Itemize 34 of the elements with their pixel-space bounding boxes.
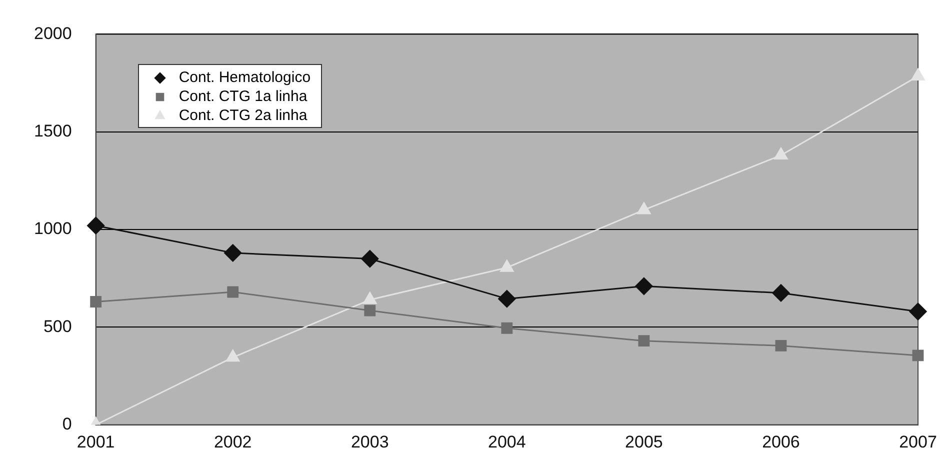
legend-label: Cont. Hematologico: [178, 68, 311, 88]
point: [500, 260, 514, 272]
x-tick-label: 2005: [625, 432, 663, 452]
point: [363, 292, 377, 304]
point: [635, 277, 653, 295]
y-tick-label: 500: [43, 316, 72, 336]
point: [909, 302, 927, 320]
point: [772, 284, 790, 302]
y-tick-label: 0: [62, 414, 72, 434]
point: [911, 68, 925, 80]
point: [90, 296, 102, 308]
y-tick-label: 2000: [34, 24, 72, 43]
x-tick-label: 2001: [76, 432, 115, 452]
point: [638, 335, 650, 347]
point: [224, 244, 242, 262]
y-tick-label: 1000: [34, 219, 72, 238]
point: [774, 148, 788, 160]
x-tick-label: 2004: [488, 432, 526, 452]
point: [87, 216, 105, 234]
legend-label: Cont. CTG 2a linha: [178, 106, 308, 126]
x-tick-label: 2002: [214, 432, 252, 452]
x-tick-label: 2007: [899, 432, 937, 452]
point: [364, 304, 376, 316]
point: [501, 322, 513, 334]
point: [361, 250, 379, 268]
point: [912, 350, 924, 362]
point: [498, 290, 516, 308]
point: [227, 286, 239, 298]
y-tick-label: 1500: [34, 122, 72, 141]
legend-label: Cont. CTG 1a linha: [178, 87, 308, 106]
point: [775, 340, 787, 352]
x-tick-label: 2003: [350, 432, 389, 452]
x-tick-label: 2006: [762, 432, 800, 452]
point: [637, 202, 651, 214]
